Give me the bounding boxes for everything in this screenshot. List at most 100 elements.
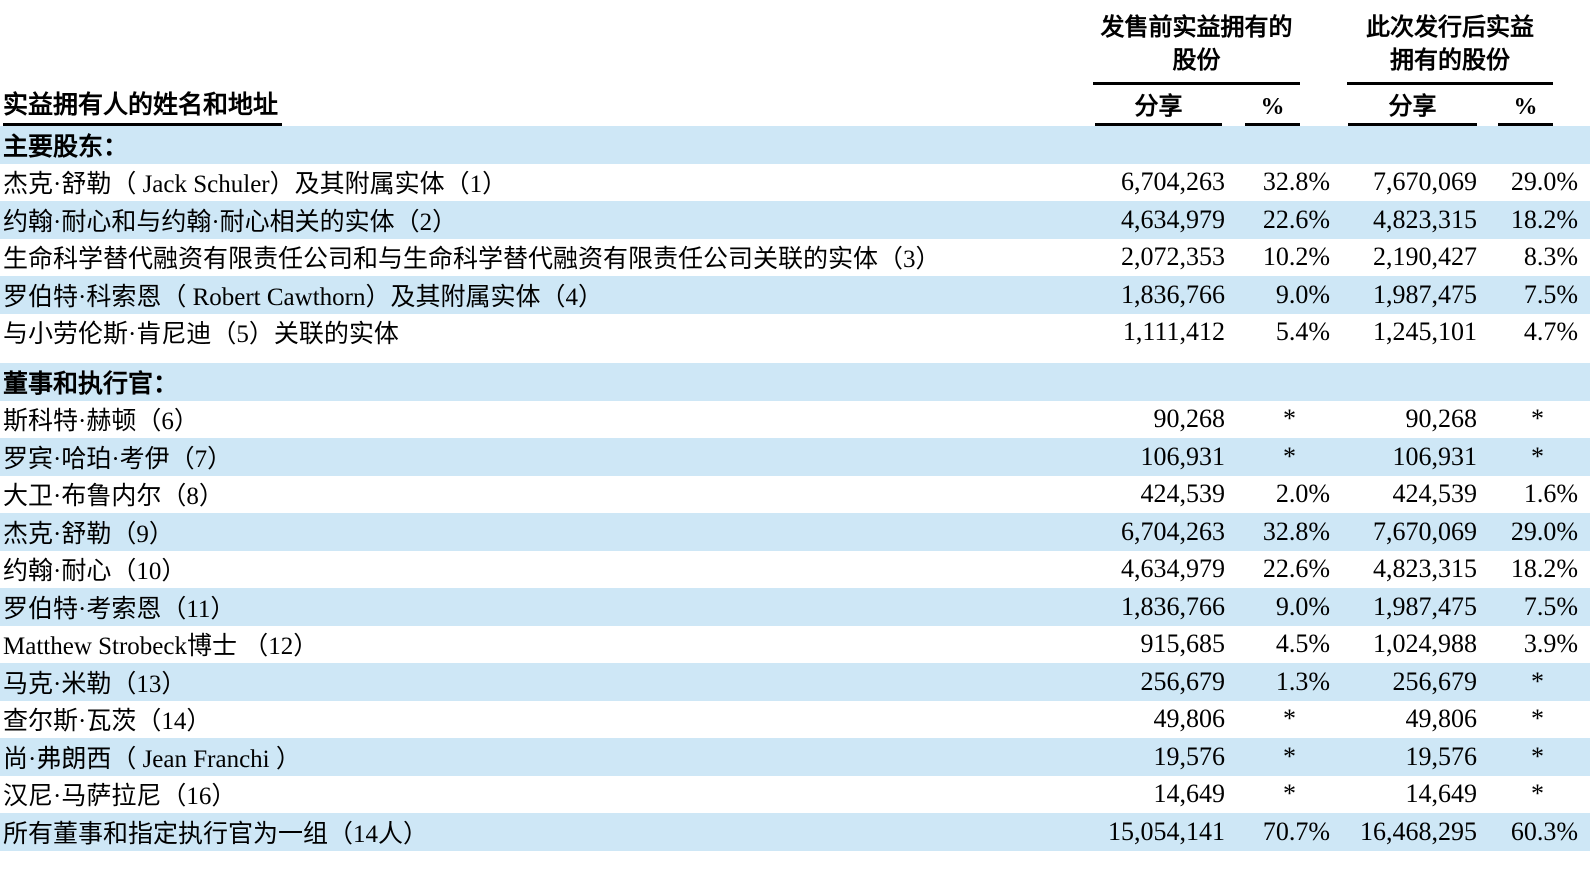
pct-before-cell: * [1283,404,1296,434]
section-label: 主要股东： [3,133,129,161]
pct-after-cell: 18.2% [1510,554,1578,584]
right-padding [1578,588,1590,626]
right-padding [1578,438,1590,476]
section-label: 董事和执行官： [3,370,179,398]
shares-before-cell: 2,072,353 [1121,242,1225,272]
owner-name-cell: 罗宾·哈珀·考伊（7） [3,445,233,473]
group-header-before-offering: 发售前实益拥有的 股份 [1057,0,1330,85]
owner-row: 罗伯特·考索恩（11） 1,836,766 9.0% 1,987,475 7.5… [0,588,1590,626]
pct-before-cell: 1.3% [1275,666,1330,696]
pct-after-cell: 29.0% [1510,167,1578,197]
pct-after-cell: 7.5% [1523,591,1578,621]
pct-before-cell: * [1283,441,1296,471]
right-padding [1578,813,1590,851]
shares-after-cell: 1,987,475 [1373,279,1477,309]
right-padding [1578,0,1590,85]
pct-after-cell: * [1531,441,1544,471]
group-before-title-line1: 发售前实益拥有的 [1100,15,1293,41]
owner-row: 杰克·舒勒（ Jack Schuler）及其附属实体（1） 6,704,263 … [0,164,1590,202]
pct-before-cell: 5.4% [1275,317,1330,347]
shares-before-cell: 6,704,263 [1121,167,1225,197]
pct-before-cell: * [1283,779,1296,809]
right-padding [1578,314,1590,352]
owner-name-cell: 杰克·舒勒（9） [3,520,174,548]
table-body: 主要股东： 杰克·舒勒（ Jack Schuler）及其附属实体（1） 6,70… [0,126,1590,851]
group-after-title-line1: 此次发行后实益 [1366,15,1534,41]
owner-name-cell: 杰克·舒勒（ Jack Schuler）及其附属实体（1） [3,171,508,199]
owner-row: 查尔斯·瓦茨（14） 49,806 * 49,806 * [0,701,1590,739]
owner-row: 生命科学替代融资有限责任公司和与生命科学替代融资有限责任公司关联的实体（3） 2… [0,239,1590,277]
right-padding [1578,239,1590,277]
shares-before-cell: 14,649 [1153,779,1226,809]
pct-after-cell: * [1531,666,1544,696]
shares-before-cell: 1,836,766 [1121,591,1225,621]
owner-row: 汉尼·马萨拉尼（16） 14,649 * 14,649 * [0,776,1590,814]
shares-after-cell: 90,268 [1405,404,1478,434]
right-padding [1578,701,1590,739]
right-padding [1578,164,1590,202]
pct-after-cell: 3.9% [1523,629,1578,659]
shares-after-header: 分享 [1348,86,1477,126]
right-padding [1578,663,1590,701]
pct-before-cell: * [1283,741,1296,771]
shares-before-cell: 256,679 [1140,666,1226,696]
pct-after-cell: 1.6% [1523,479,1578,509]
pct-before-header: % [1245,94,1300,126]
shares-after-cell: 19,576 [1405,741,1478,771]
shares-before-cell: 1,836,766 [1121,279,1225,309]
shares-before-cell: 4,634,979 [1121,554,1225,584]
shares-before-cell: 424,539 [1140,479,1226,509]
sub-header-row: 实益拥有人的姓名和地址 分享 % 分享 % [0,85,1590,126]
owner-name-cell: Matthew Strobeck博士 （12） [3,633,319,661]
owner-row: 罗伯特·科索恩（ Robert Cawthorn）及其附属实体（4） 1,836… [0,276,1590,314]
shares-after-cell: 1,245,101 [1373,317,1477,347]
pct-before-cell: 70.7% [1262,816,1330,846]
owner-name-cell: 尚·弗朗西（ Jean Franchi ） [3,745,301,773]
owner-name-cell: 罗伯特·考索恩（11） [3,595,236,623]
section-header-row: 主要股东： [0,126,1590,164]
section-header-row: 董事和执行官： [0,363,1590,401]
pct-before-cell: 2.0% [1275,479,1330,509]
group-before-title-line2: 股份 [1172,48,1221,74]
pct-after-cell: 18.2% [1510,204,1578,234]
owner-name-cell: 生命科学替代融资有限责任公司和与生命科学替代融资有限责任公司关联的实体（3） [3,246,941,274]
owner-name-cell: 约翰·耐心（10） [3,558,187,586]
shares-after-cell: 7,670,069 [1373,516,1477,546]
pct-before-cell: 22.6% [1262,204,1330,234]
owner-row: 约翰·耐心（10） 4,634,979 22.6% 4,823,315 18.2… [0,551,1590,589]
right-padding [1578,513,1590,551]
right-padding [1578,776,1590,814]
shares-before-cell: 4,634,979 [1121,204,1225,234]
section-gap-row [0,351,1590,363]
owner-row: 马克·米勒（13） 256,679 1.3% 256,679 * [0,663,1590,701]
owner-name-cell: 与小劳伦斯·肯尼迪（5）关联的实体 [3,321,399,349]
shares-after-cell: 49,806 [1405,704,1478,734]
shares-before-cell: 915,685 [1140,629,1226,659]
owner-row: 斯科特·赫顿（6） 90,268 * 90,268 * [0,401,1590,439]
section-gap [0,351,1590,363]
shares-after-cell: 2,190,427 [1373,242,1477,272]
shares-before-cell: 1,111,412 [1122,317,1225,347]
right-padding [1578,85,1590,126]
owner-name-cell: 罗伯特·科索恩（ Robert Cawthorn）及其附属实体（4） [3,283,603,311]
shares-before-cell: 90,268 [1153,404,1226,434]
shares-after-cell: 424,539 [1392,479,1478,509]
group-after-title-line2: 拥有的股份 [1390,48,1510,74]
pct-before-cell: 9.0% [1275,279,1330,309]
owner-name-header: 实益拥有人的姓名和地址 [3,85,283,126]
pct-before-cell: * [1283,704,1296,734]
right-padding [1578,626,1590,664]
owner-row: 罗宾·哈珀·考伊（7） 106,931 * 106,931 * [0,438,1590,476]
shares-after-cell: 1,024,988 [1373,629,1477,659]
shares-before-cell: 106,931 [1140,441,1226,471]
pct-before-cell: 32.8% [1262,167,1330,197]
owner-name-cell: 查尔斯·瓦茨（14） [3,708,212,736]
owner-row: 约翰·耐心和与约翰·耐心相关的实体（2） 4,634,979 22.6% 4,8… [0,201,1590,239]
name-header-spacer [0,0,1057,85]
shares-after-cell: 16,468,295 [1360,816,1477,846]
shares-after-cell: 256,679 [1392,666,1478,696]
shares-before-cell: 49,806 [1153,704,1226,734]
pct-after-header-cell: % [1477,85,1578,126]
right-padding [1578,201,1590,239]
